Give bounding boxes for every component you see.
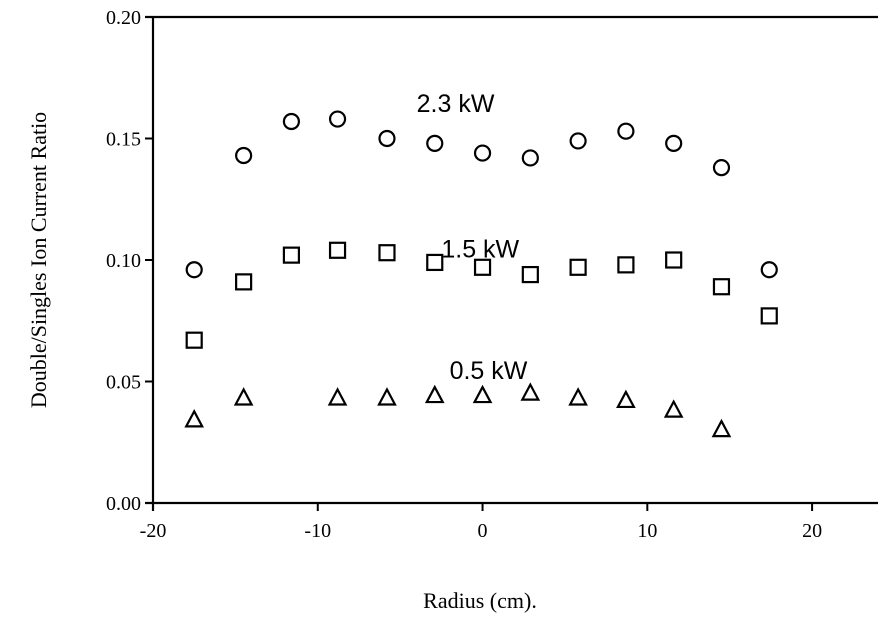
data-point-circle	[617, 122, 635, 140]
data-point-square	[617, 256, 635, 274]
data-point-triangle	[472, 384, 493, 404]
x-tick-label: 20	[802, 520, 822, 542]
data-point-triangle	[568, 387, 588, 406]
data-point-circle	[328, 110, 347, 128]
data-point-triangle	[233, 387, 254, 406]
annotation-layer: 2.3 kW 1.5 kW 0.5 kW	[417, 90, 528, 385]
data-point-square	[569, 258, 587, 276]
y-ticks: 0.00 0.05 0.10 0.15 0.20	[106, 7, 153, 515]
data-point-circle	[665, 134, 683, 152]
series-triangle	[184, 382, 732, 438]
y-tick-label: 0.10	[106, 250, 141, 272]
data-point-square	[426, 253, 444, 272]
annotation-0-5-kw: 0.5 kW	[450, 357, 528, 385]
data-point-triangle	[327, 387, 348, 406]
data-point-circle	[235, 146, 253, 165]
y-tick-label: 0.20	[106, 7, 141, 29]
data-point-circle	[760, 261, 778, 279]
x-axis-title: Radius (cm).	[423, 588, 537, 613]
x-tick-label: 0	[478, 520, 488, 542]
series-layer	[184, 110, 778, 438]
data-point-circle	[712, 159, 731, 177]
data-point-circle	[282, 112, 301, 131]
data-point-square	[473, 258, 492, 276]
data-point-square	[328, 241, 347, 259]
data-point-triangle	[616, 389, 636, 409]
y-tick-label: 0.15	[106, 129, 141, 151]
data-point-square	[235, 273, 253, 291]
data-point-circle	[473, 144, 492, 162]
y-axis-title: Double/Singles Ion Current Ratio	[26, 112, 51, 408]
data-point-triangle	[663, 399, 684, 418]
y-tick-label: 0.05	[106, 372, 141, 394]
data-point-triangle	[377, 387, 397, 406]
data-point-square	[665, 251, 683, 269]
series-square	[185, 241, 778, 349]
series-circle	[185, 110, 778, 279]
data-point-square	[282, 246, 301, 264]
data-point-square	[185, 331, 203, 349]
data-point-square	[760, 307, 778, 325]
data-point-circle	[521, 149, 539, 167]
data-point-circle	[378, 129, 396, 148]
data-point-circle	[185, 261, 203, 279]
data-point-square	[712, 278, 731, 296]
annotation-1-5-kw: 1.5 kW	[441, 236, 519, 264]
x-tick-label: -20	[140, 520, 167, 542]
data-point-triangle	[711, 418, 732, 438]
annotation-2-3-kw: 2.3 kW	[417, 90, 495, 118]
x-tick-label: 10	[637, 520, 657, 542]
data-point-square	[521, 265, 539, 284]
data-point-square	[378, 244, 396, 262]
x-ticks: -20 -10 0 10 20	[140, 503, 822, 542]
axes: -20 -10 0 10 20 0.00 0.05 0.10 0.15 0.20	[106, 7, 878, 542]
data-point-triangle	[424, 384, 445, 404]
data-point-triangle	[520, 382, 541, 401]
data-point-circle	[426, 134, 444, 152]
x-tick-label: -10	[304, 520, 331, 542]
y-tick-label: 0.00	[106, 493, 141, 515]
data-point-circle	[569, 132, 587, 150]
data-point-triangle	[184, 409, 205, 428]
